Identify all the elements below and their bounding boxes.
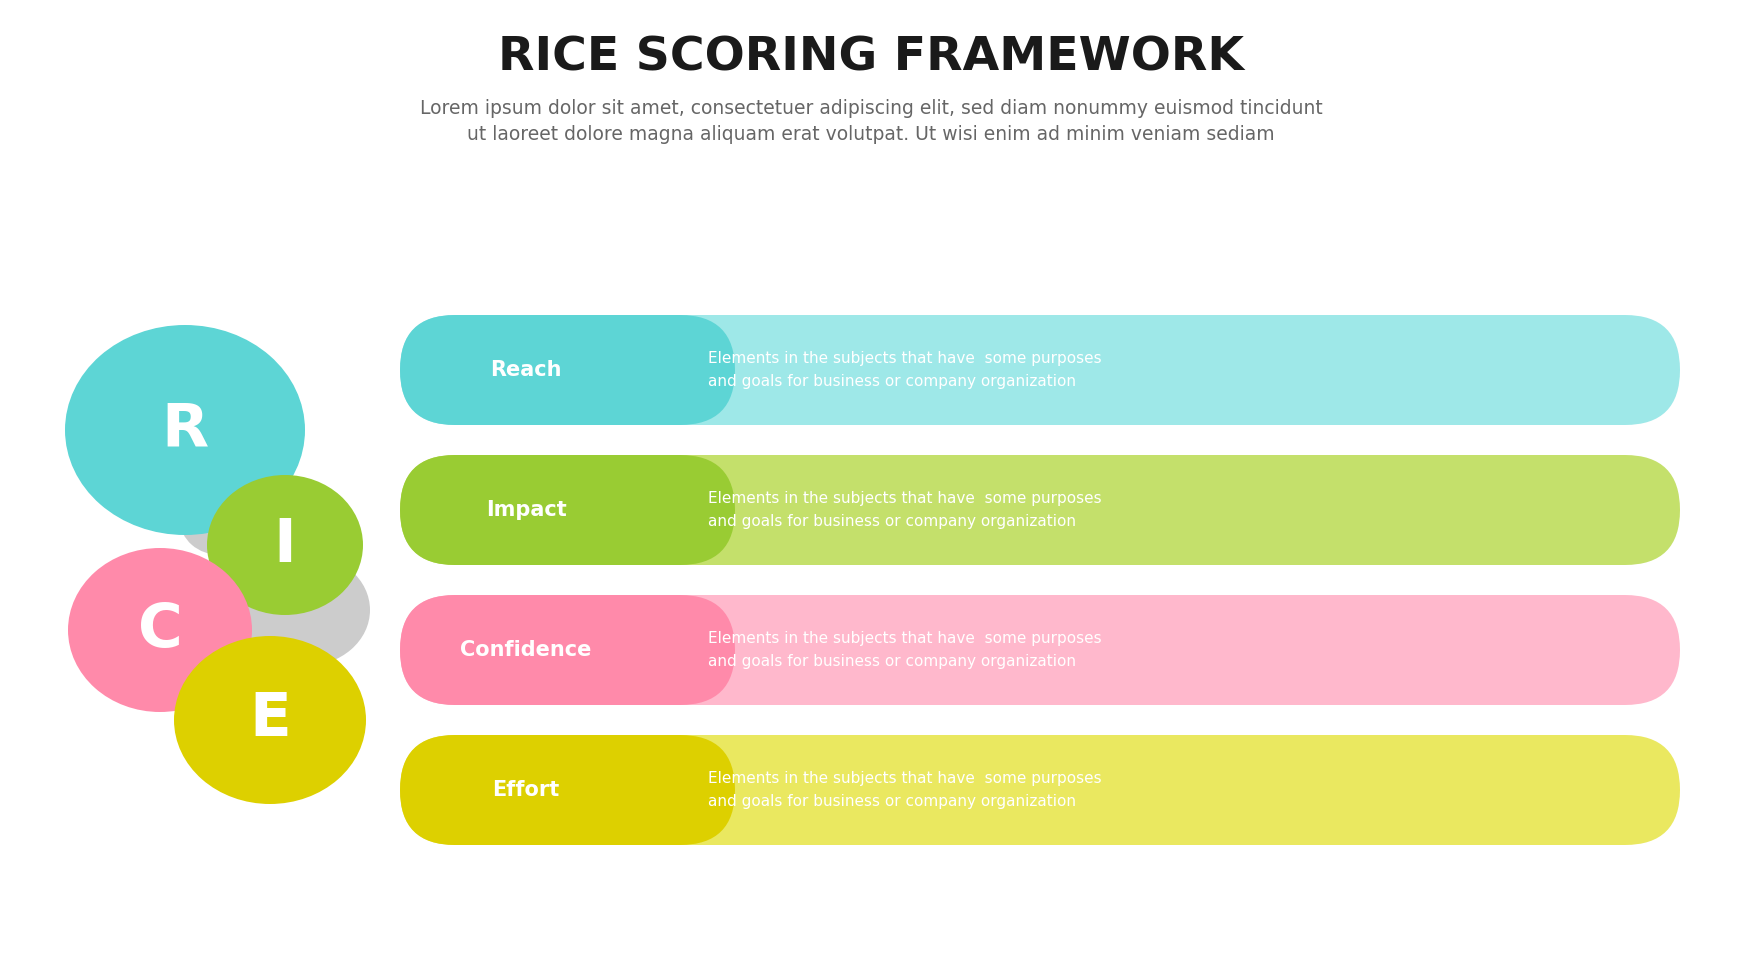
FancyBboxPatch shape — [401, 315, 1679, 425]
FancyBboxPatch shape — [401, 315, 735, 425]
Ellipse shape — [64, 325, 305, 535]
Ellipse shape — [190, 642, 254, 698]
Text: Elements in the subjects that have  some purposes
and goals for business or comp: Elements in the subjects that have some … — [707, 491, 1101, 528]
Text: Impact: Impact — [486, 500, 566, 520]
FancyBboxPatch shape — [401, 735, 1679, 845]
Ellipse shape — [240, 554, 369, 666]
FancyBboxPatch shape — [401, 455, 1679, 565]
Text: Reach: Reach — [490, 360, 561, 380]
Ellipse shape — [68, 548, 253, 712]
Ellipse shape — [179, 485, 260, 555]
Text: ut laoreet dolore magna aliquam erat volutpat. Ut wisi enim ad minim veniam sedi: ut laoreet dolore magna aliquam erat vol… — [467, 125, 1275, 144]
Text: Confidence: Confidence — [460, 640, 592, 660]
FancyBboxPatch shape — [401, 735, 735, 845]
Ellipse shape — [174, 636, 366, 804]
Ellipse shape — [207, 475, 362, 615]
Text: E: E — [249, 691, 291, 750]
FancyBboxPatch shape — [401, 455, 735, 565]
Text: C: C — [138, 601, 183, 660]
FancyBboxPatch shape — [401, 595, 735, 705]
Text: RICE SCORING FRAMEWORK: RICE SCORING FRAMEWORK — [498, 35, 1244, 80]
Text: Lorem ipsum dolor sit amet, consectetuer adipiscing elit, sed diam nonummy euism: Lorem ipsum dolor sit amet, consectetuer… — [420, 99, 1322, 118]
Text: Effort: Effort — [493, 780, 559, 800]
FancyBboxPatch shape — [401, 595, 1679, 705]
Text: I: I — [273, 515, 296, 574]
Text: Elements in the subjects that have  some purposes
and goals for business or comp: Elements in the subjects that have some … — [707, 631, 1101, 668]
Text: R: R — [162, 401, 209, 460]
Text: Elements in the subjects that have  some purposes
and goals for business or comp: Elements in the subjects that have some … — [707, 771, 1101, 808]
Text: Elements in the subjects that have  some purposes
and goals for business or comp: Elements in the subjects that have some … — [707, 352, 1101, 389]
